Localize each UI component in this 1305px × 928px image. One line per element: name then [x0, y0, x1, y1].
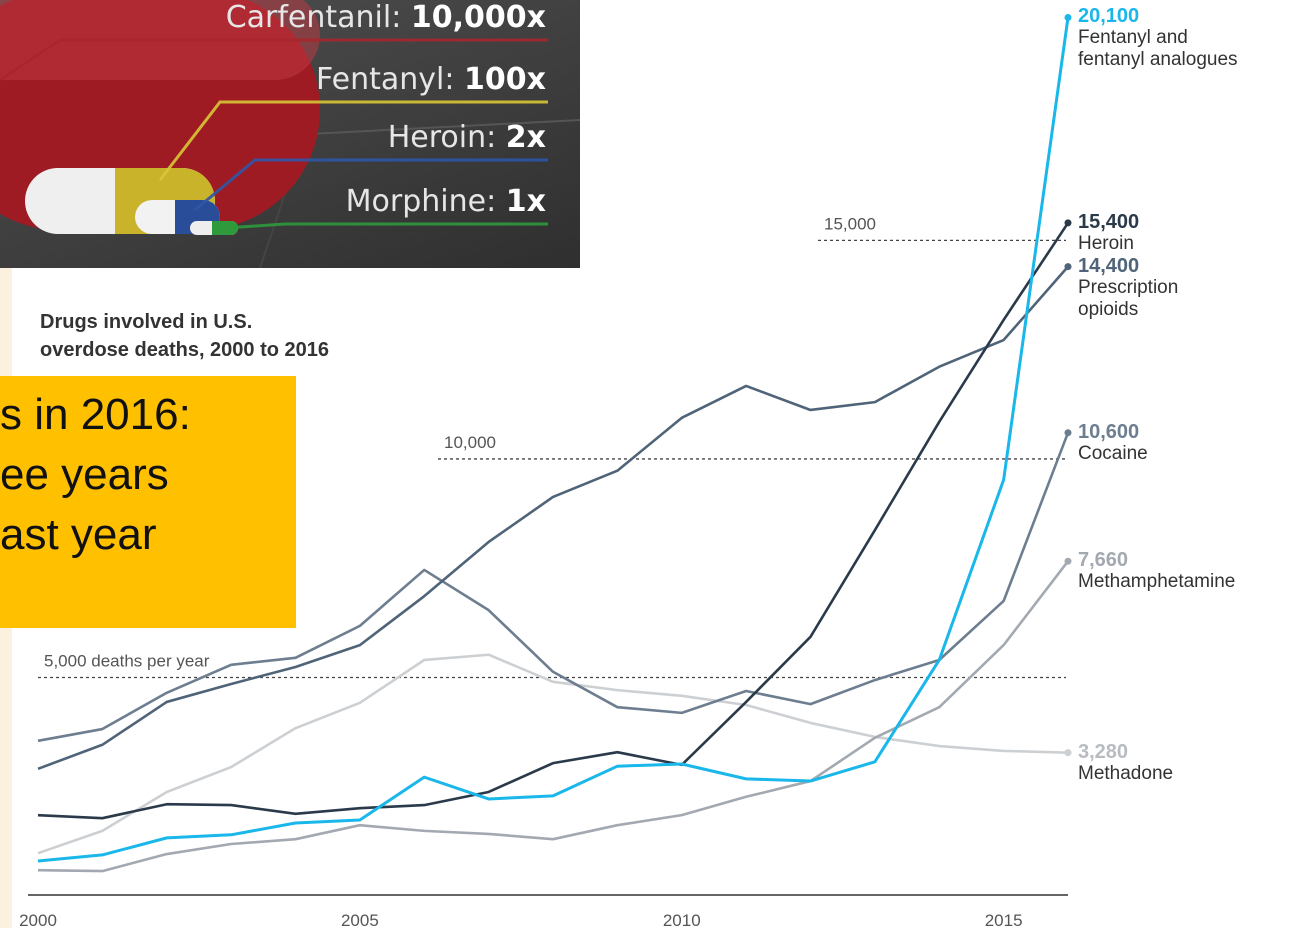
potency-line — [224, 222, 548, 230]
series-name: Prescription opioids — [1078, 276, 1179, 320]
series-name: Methamphetamine — [1078, 571, 1236, 593]
end-value-label: 14,400 — [1078, 254, 1140, 277]
x-tick-label: 2000 — [19, 911, 57, 928]
series-name: Cocaine — [1078, 442, 1148, 464]
end-label: 14,400 Prescription opioids — [1078, 255, 1178, 321]
series-line — [37, 653, 1069, 855]
end-value-label: 10,600 — [1078, 420, 1140, 443]
series-line — [37, 265, 1069, 771]
y-tick-label: 10,000 — [444, 433, 496, 452]
potency-label: Fentanyl: 100x — [316, 62, 546, 97]
chart-title: Drugs involved in U.S. overdose deaths, … — [40, 311, 330, 361]
y-tick-label: 5,000 deaths per year — [44, 651, 210, 670]
potency-line — [0, 38, 548, 82]
callout-box: s in 2016: ee years ast year — [0, 376, 296, 628]
end-value-label: 7,660 — [1078, 549, 1129, 572]
end-label: 7,660 Methamphetamine — [1078, 549, 1235, 593]
potency: 2x — [505, 120, 546, 155]
callout-line: ee years — [0, 450, 169, 499]
end-value-label: 20,100 — [1078, 5, 1140, 28]
end-label: 3,280 Methadone — [1078, 741, 1173, 785]
drug: Carfentanil: — [225, 0, 402, 35]
end-point — [1064, 557, 1072, 565]
series-line — [37, 222, 1070, 820]
potency: 10,000x — [410, 0, 546, 35]
callout-line: s in 2016: — [0, 390, 191, 439]
x-tick-label: 2005 — [341, 911, 379, 928]
potency: 1x — [505, 184, 546, 219]
drug: Fentanyl: — [316, 62, 455, 97]
x-tick-label: 2015 — [985, 911, 1023, 928]
series-name: Fentanyl and fentanyl analogues — [1078, 27, 1238, 71]
drug: Heroin: — [387, 120, 497, 155]
drug: Morphine: — [345, 184, 497, 219]
end-label: 20,100 Fentanyl and fentanyl analogues — [1078, 5, 1238, 71]
end-point — [1064, 219, 1072, 227]
end-point — [1064, 749, 1072, 757]
potency-label: Heroin: 2x — [388, 120, 546, 155]
series-name: Heroin — [1078, 232, 1134, 254]
y-tick-label: 15,000 — [824, 214, 876, 233]
series-line — [37, 17, 1070, 863]
end-value-label: 3,280 — [1078, 740, 1129, 763]
potency-line — [194, 158, 548, 212]
end-value-label: 15,400 — [1078, 210, 1140, 233]
potency: 100x — [464, 62, 546, 97]
potency-label: Morphine: 1x — [346, 184, 546, 219]
callout-line: ast year — [0, 510, 157, 559]
end-point — [1064, 429, 1072, 437]
potency-inset: Carfentanil: 10,000x Fentanyl: 100x Heroin… — [0, 0, 580, 268]
pill-graphic — [0, 0, 580, 268]
series-line — [37, 432, 1070, 743]
potency-label: Carfentanil: 10,000x — [226, 0, 546, 35]
potency-line — [158, 100, 548, 181]
end-label: 10,600 Cocaine — [1078, 421, 1148, 465]
series-name: Methadone — [1078, 762, 1174, 784]
x-tick-label: 2010 — [663, 911, 701, 928]
end-point — [1064, 263, 1072, 271]
end-label: 15,400 Heroin — [1078, 211, 1139, 255]
end-point — [1064, 13, 1072, 21]
